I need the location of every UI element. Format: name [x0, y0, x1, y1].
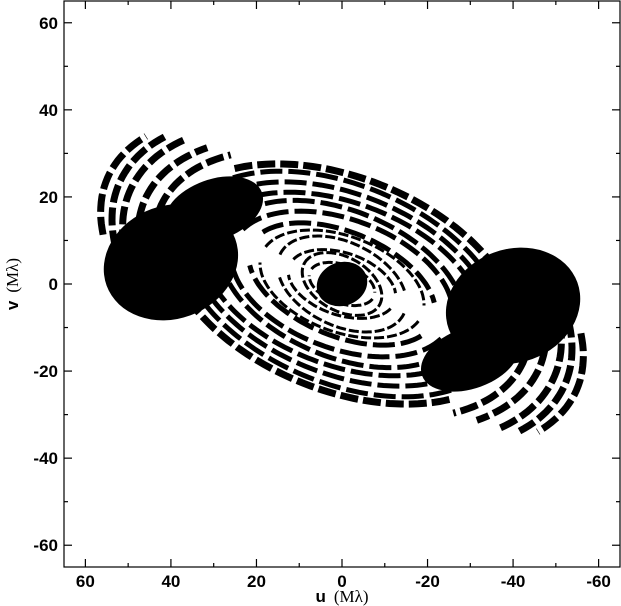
uv-track	[517, 319, 576, 435]
uv-dense-region	[316, 261, 368, 307]
y-tick-label: 20	[39, 188, 58, 207]
y-tick-label: -20	[33, 362, 58, 381]
uv-track	[229, 260, 443, 360]
x-tick-label: -60	[586, 572, 611, 591]
uv-track	[247, 264, 423, 348]
y-tick-label: 40	[39, 101, 58, 120]
y-axis-label: v (Mλ)	[3, 258, 22, 310]
x-tick-label: -20	[415, 572, 440, 591]
y-tick-label: -60	[33, 536, 58, 555]
x-axis-symbol: u	[315, 587, 325, 606]
uv-track	[241, 208, 455, 308]
x-tick-label: 60	[76, 572, 95, 591]
uv-track	[97, 133, 148, 236]
y-axis-unit: (Mλ)	[3, 258, 22, 293]
uv-track	[228, 189, 480, 299]
y-tick-label: -40	[33, 449, 58, 468]
ticks-layer: 60 40 20 0 -20 -40 -60 60 40 20 0 -20 -40 -60	[33, 1, 620, 591]
uv-track	[264, 228, 426, 306]
uv-track	[183, 294, 451, 408]
y-tick-label: 0	[49, 275, 58, 294]
uv-track	[258, 262, 420, 340]
uv-track	[292, 248, 397, 294]
uv-track	[218, 260, 446, 371]
x-tick-label: 20	[247, 572, 266, 591]
uv-track	[108, 133, 167, 249]
uv-track	[300, 251, 384, 317]
uv-track	[238, 197, 466, 308]
y-tick-label: 60	[39, 14, 58, 33]
uv-track	[287, 274, 392, 320]
uv-track	[204, 269, 456, 379]
x-axis-unit: (Mλ)	[334, 587, 369, 606]
uv-track	[278, 234, 406, 292]
y-axis-symbol: v	[3, 300, 22, 310]
x-axis-label: u (Mλ)	[315, 587, 368, 606]
x-tick-label: 0	[337, 572, 346, 591]
uv-dense-region	[420, 324, 520, 392]
uv-dense-region	[164, 176, 264, 244]
uv-track	[278, 276, 406, 334]
uv-track	[228, 179, 489, 293]
uv-track	[536, 332, 587, 435]
uv-track	[232, 168, 496, 286]
x-tick-label: 40	[161, 572, 180, 591]
uv-track	[261, 220, 437, 304]
data-layer	[97, 133, 587, 435]
x-tick-label: -40	[501, 572, 526, 591]
uv-track	[188, 282, 452, 400]
uv-track	[233, 160, 501, 274]
uv-track	[195, 275, 456, 389]
